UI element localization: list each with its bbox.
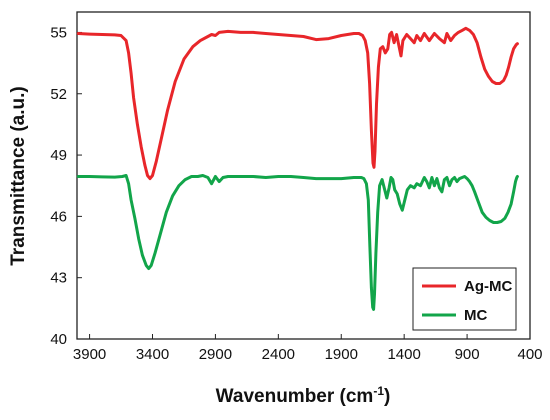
y-tick-label: 52 xyxy=(50,86,67,103)
y-tick-label: 49 xyxy=(50,147,67,164)
y-axis: 40 43 46 49 52 55 xyxy=(50,24,82,348)
x-tick-label: 2400 xyxy=(262,346,295,363)
y-tick-label: 55 xyxy=(50,24,67,41)
x-axis-title-superscript: -1 xyxy=(373,384,384,398)
series-line-mc xyxy=(76,174,519,311)
y-tick-label: 46 xyxy=(50,208,67,225)
x-tick-label: 1900 xyxy=(325,346,358,363)
x-axis-title-main: Wavenumber (cm xyxy=(216,386,374,407)
x-axis-title: Wavenumber (cm-1) xyxy=(216,384,391,407)
y-axis-title: Transmittance (a.u.) xyxy=(8,86,29,266)
x-tick-label: 3400 xyxy=(136,346,169,363)
legend-box xyxy=(412,267,517,331)
series-line-ag-mc xyxy=(76,26,519,181)
x-axis-title-suffix: ) xyxy=(384,386,390,407)
legend-label-ag-mc: Ag-MC xyxy=(464,278,512,295)
x-axis: 3900 3400 2900 2400 1900 1400 900 400 xyxy=(73,334,543,363)
x-tick-label: 1400 xyxy=(387,346,420,363)
y-tick-label: 40 xyxy=(50,331,67,348)
legend-label-mc: MC xyxy=(464,307,487,324)
x-tick-label: 3900 xyxy=(73,346,106,363)
x-tick-label: 400 xyxy=(517,346,542,363)
x-tick-label: 2900 xyxy=(199,346,232,363)
y-tick-label: 43 xyxy=(50,270,67,287)
series-layer xyxy=(76,26,519,311)
legend: Ag-MC MC xyxy=(412,267,517,331)
plot-frame xyxy=(76,11,531,340)
x-tick-label: 900 xyxy=(455,346,480,363)
